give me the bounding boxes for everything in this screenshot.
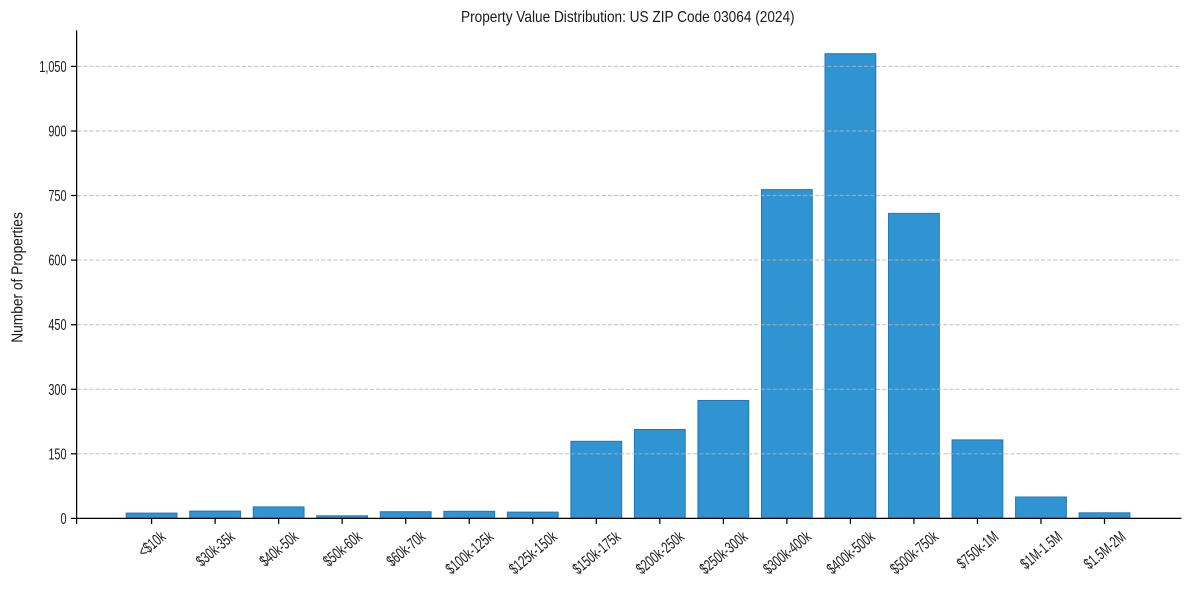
svg-text:150: 150 xyxy=(48,445,66,463)
svg-text:900: 900 xyxy=(48,122,66,140)
svg-text:750: 750 xyxy=(48,187,66,205)
svg-text:600: 600 xyxy=(48,252,66,270)
svg-text:Property Value Distribution: U: Property Value Distribution: US ZIP Code… xyxy=(461,9,795,26)
svg-text:300: 300 xyxy=(48,381,66,399)
svg-text:1,050: 1,050 xyxy=(39,58,67,76)
svg-text:450: 450 xyxy=(48,316,66,334)
svg-text:0: 0 xyxy=(60,510,66,528)
svg-text:Number of Properties: Number of Properties xyxy=(9,212,27,343)
